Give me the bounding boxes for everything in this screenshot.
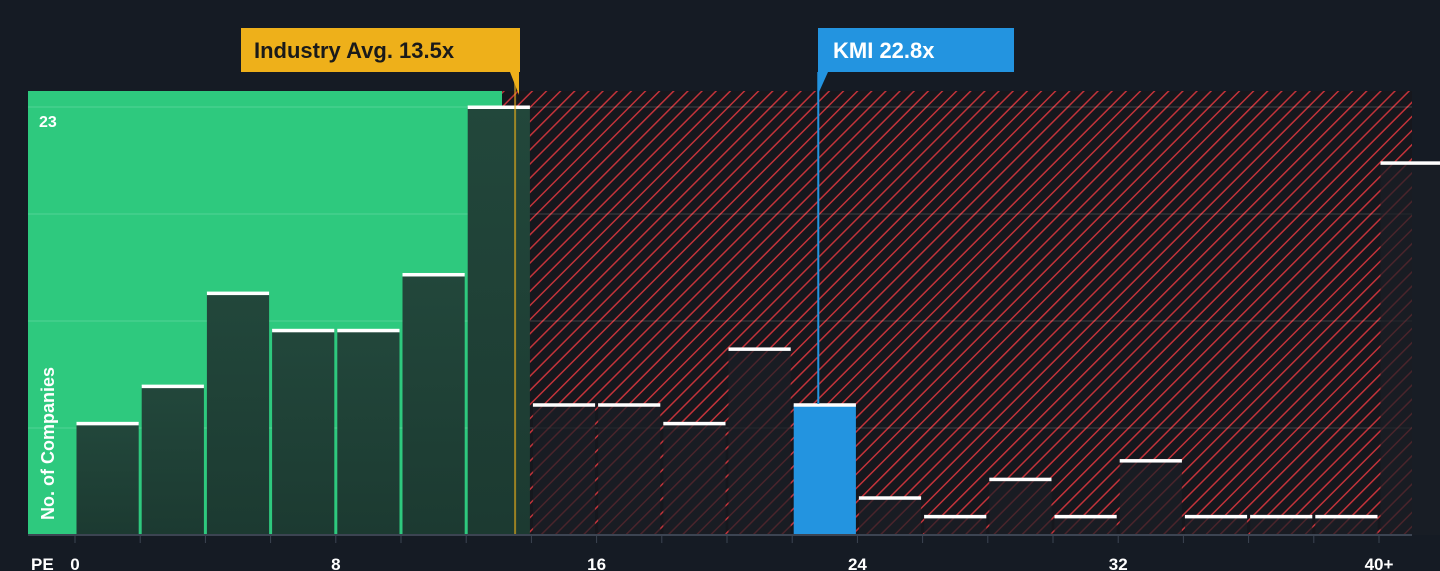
bar-top-marker [1184, 514, 1248, 519]
histogram-bar [1380, 162, 1440, 535]
histogram-bar [141, 386, 204, 535]
bar-top-marker [1315, 514, 1378, 519]
histogram-bar [858, 497, 922, 535]
x-tick-label: 0 [70, 555, 79, 571]
reference-lines [514, 72, 820, 535]
y-axis-label: No. of Companies [38, 367, 58, 520]
bar-top-marker [989, 477, 1052, 482]
histogram-bar [1184, 516, 1248, 535]
bar-top-marker [924, 514, 987, 519]
bar-top-marker [76, 421, 139, 426]
histogram-bar [924, 516, 987, 535]
bar-top-marker [663, 421, 726, 426]
histogram-bar [1250, 516, 1313, 535]
x-tick-label: 24 [848, 555, 867, 571]
bar-top-marker [1119, 459, 1182, 463]
histogram-bar [272, 330, 335, 535]
x-tick-label: 40+ [1365, 555, 1394, 571]
histogram-bar [337, 330, 400, 535]
x-tick-label: 32 [1109, 555, 1128, 571]
bar-top-marker [598, 403, 661, 407]
bar-top-marker [141, 384, 204, 389]
histogram-bar [663, 423, 726, 535]
histogram-bar [206, 293, 270, 535]
x-axis-label: PE [31, 555, 54, 571]
bar-top-marker [858, 496, 922, 500]
histogram-bar [402, 274, 465, 535]
bar-top-marker [728, 347, 791, 351]
x-axis-ticks: 0 8 16 24 32 40+ [70, 536, 1393, 571]
histogram-bar [76, 423, 139, 535]
histogram-bars [76, 105, 1440, 535]
company-pe-label: KMI 22.8x [833, 38, 935, 63]
bar-top-marker [206, 291, 270, 296]
histogram-bar [467, 107, 530, 535]
histogram-bar [598, 404, 661, 535]
histogram-bar [1119, 460, 1182, 535]
bar-top-marker [467, 105, 530, 109]
industry-average-label: Industry Avg. 13.5x [254, 38, 455, 63]
bar-top-marker [1054, 514, 1117, 519]
bar-top-marker [532, 403, 596, 407]
bar-top-marker [402, 272, 465, 277]
bar-top-marker [1380, 161, 1440, 165]
x-tick-label: 16 [587, 555, 606, 571]
histogram-bar [728, 348, 791, 535]
bar-top-marker [272, 328, 335, 333]
industry-average-callout [241, 28, 520, 95]
histogram-bar [1054, 516, 1117, 535]
y-max-label: 23 [39, 114, 57, 131]
histogram-bar [989, 479, 1052, 535]
histogram-bar [532, 404, 596, 535]
company-pe-callout [818, 28, 1014, 92]
callouts: Industry Avg. 13.5x KMI 22.8x [241, 28, 1014, 95]
bar-top-marker [337, 328, 400, 333]
histogram-bar [1315, 516, 1378, 535]
bar-top-marker [793, 403, 856, 407]
histogram-bar [793, 404, 856, 535]
bar-top-marker [1250, 514, 1313, 519]
x-tick-label: 8 [331, 555, 340, 571]
